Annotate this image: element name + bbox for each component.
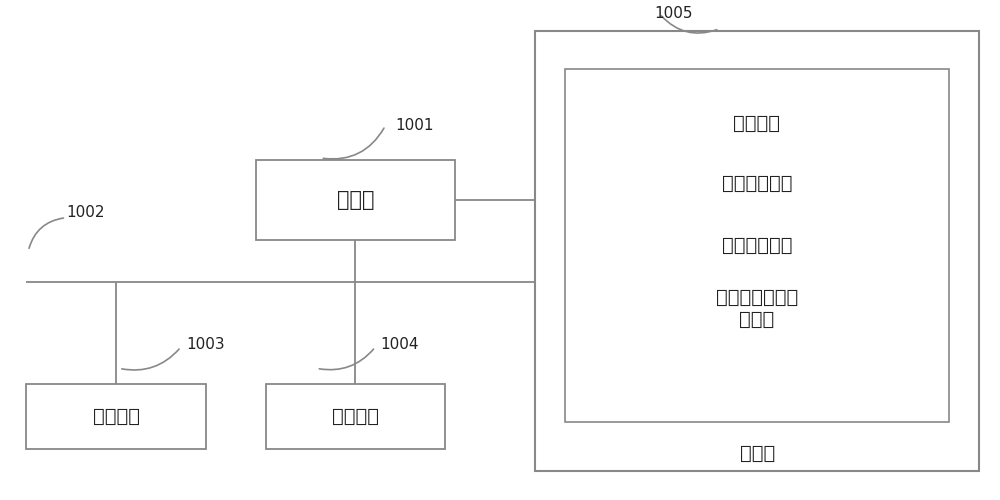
Text: 1001: 1001 — [395, 118, 434, 133]
Text: 1004: 1004 — [380, 337, 419, 352]
Bar — [26, 384, 206, 449]
Text: 反欺诈模型的生
成程序: 反欺诈模型的生 成程序 — [716, 288, 798, 329]
Text: 处理器: 处理器 — [337, 190, 374, 210]
Text: 1005: 1005 — [655, 6, 693, 22]
Bar — [266, 384, 445, 449]
Text: 操作系统: 操作系统 — [733, 114, 780, 132]
Bar — [565, 68, 949, 422]
Text: 1002: 1002 — [66, 205, 105, 220]
Text: 用户接口模块: 用户接口模块 — [722, 236, 792, 255]
Bar — [535, 31, 979, 472]
Text: 1003: 1003 — [186, 337, 224, 352]
Bar — [256, 160, 455, 240]
Text: 网络接口: 网络接口 — [332, 407, 379, 426]
Text: 网络通信模块: 网络通信模块 — [722, 174, 792, 193]
Text: 用户接口: 用户接口 — [93, 407, 140, 426]
Text: 存储器: 存储器 — [740, 444, 775, 464]
